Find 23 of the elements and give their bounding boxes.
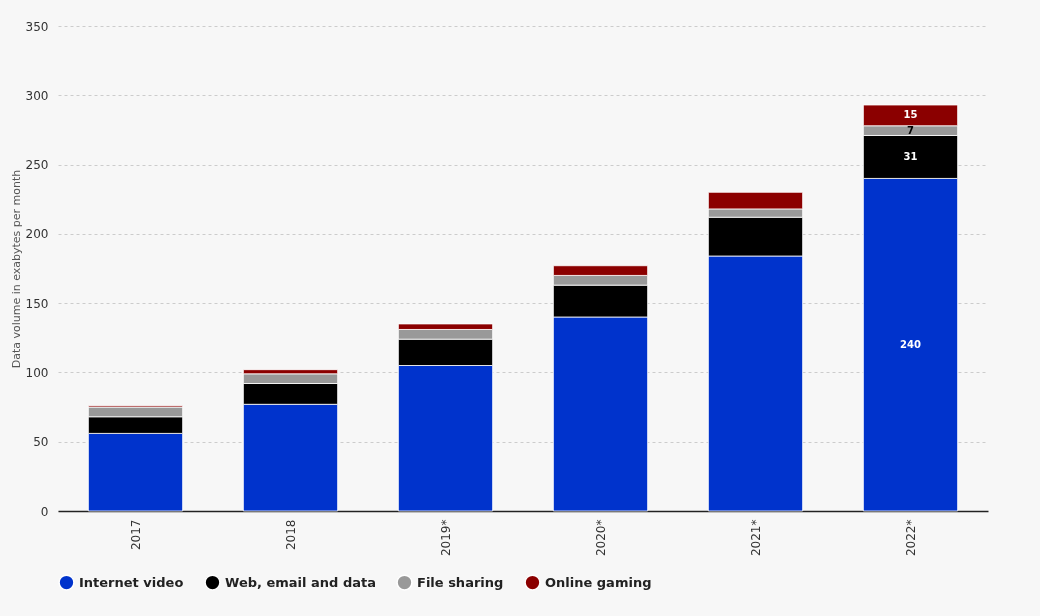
x-tick-label: 2021* [748, 519, 763, 557]
y-tick-label: 100 [25, 365, 49, 380]
x-tick-label: 2017 [128, 519, 143, 551]
data-label: 240 [900, 338, 921, 350]
data-label: 31 [903, 150, 918, 162]
y-tick-label: 300 [25, 88, 49, 103]
legend-label: Online gaming [545, 574, 652, 590]
x-tick-label: 2018 [283, 519, 298, 551]
legend-label: File sharing [417, 574, 504, 590]
y-tick-label: 250 [25, 158, 49, 173]
legend-label: Web, email and data [225, 574, 376, 590]
x-tick-label: 2020* [593, 519, 608, 557]
y-tick-label: 150 [25, 296, 49, 311]
x-tick-label: 2019* [438, 519, 453, 557]
legend-label: Internet video [79, 574, 184, 590]
y-tick-label: 0 [40, 504, 49, 519]
x-tick-label: 2022* [903, 519, 918, 557]
data-label: 15 [903, 109, 918, 121]
data-label: 7 [907, 124, 915, 136]
y-tick-label: 200 [25, 227, 49, 242]
y-tick-label: 50 [33, 435, 49, 450]
y-axis-title: Data volume in exabytes per month [9, 169, 23, 369]
y-tick-label: 350 [25, 19, 49, 34]
